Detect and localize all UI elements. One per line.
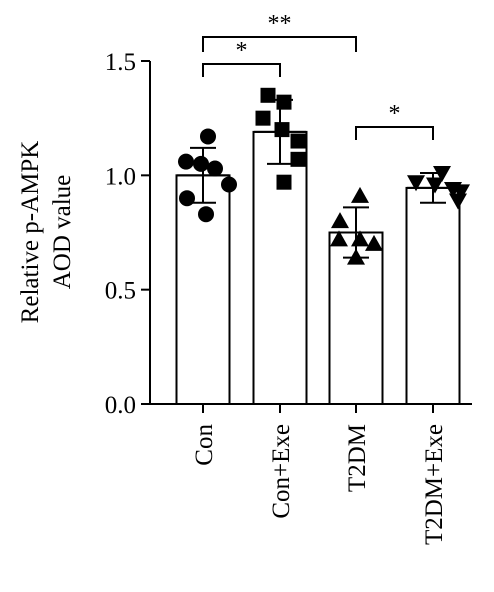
data-point [290, 151, 306, 167]
x-tick-label: Con+Exe [268, 424, 295, 519]
x-tick-label: Con [191, 424, 218, 466]
data-point [178, 153, 194, 170]
data-point [449, 193, 467, 210]
y-tick-label: 1.5 [105, 49, 136, 76]
significance-label: ** [268, 11, 292, 37]
y-axis-title-line1: Relative p-AMPK [17, 141, 44, 324]
significance-layer: **** [202, 11, 434, 140]
y-axis-title-line2: AOD value [49, 175, 76, 290]
data-point [351, 186, 369, 203]
data-point [221, 176, 237, 193]
point-layer [178, 87, 470, 265]
data-point [276, 174, 292, 190]
bar [328, 231, 384, 405]
data-point [426, 177, 444, 194]
x-tick-label: T2DM+Exe [421, 424, 448, 545]
data-point [193, 155, 209, 172]
data-point [255, 110, 271, 126]
data-point [274, 122, 290, 138]
x-tick-label: T2DM [344, 424, 371, 492]
y-tick-label: 0.5 [105, 278, 136, 305]
error-layer [177, 98, 459, 259]
bar [405, 186, 461, 405]
data-point [198, 206, 214, 223]
data-point [200, 128, 216, 145]
data-point [331, 212, 349, 229]
y-tick-label: 0.0 [105, 392, 136, 419]
significance-label: * [236, 38, 248, 64]
significance-bracket [202, 63, 281, 77]
significance-label: * [389, 101, 401, 127]
axis-layer: 0.0 0.5 1.0 1.5 Relative p-AMPK AOD value [17, 49, 472, 419]
label-layer: Con Con+Exe T2DM T2DM+Exe [191, 424, 448, 546]
data-point [365, 234, 383, 251]
data-point [330, 230, 348, 247]
data-point [276, 94, 292, 110]
significance-bracket [202, 36, 357, 52]
data-point [290, 133, 306, 149]
y-tick-label: 1.0 [105, 163, 136, 190]
significance-bracket [355, 126, 434, 140]
bar [252, 130, 308, 406]
data-point [207, 160, 223, 177]
data-point [407, 175, 425, 192]
data-point [179, 190, 195, 207]
